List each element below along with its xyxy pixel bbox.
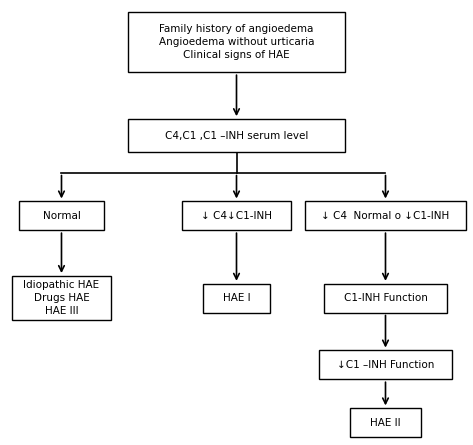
FancyBboxPatch shape bbox=[12, 276, 111, 320]
Text: Idiopathic HAE
Drugs HAE
HAE III: Idiopathic HAE Drugs HAE HAE III bbox=[24, 280, 99, 316]
FancyBboxPatch shape bbox=[319, 351, 452, 379]
Text: HAE II: HAE II bbox=[370, 418, 401, 428]
FancyBboxPatch shape bbox=[203, 284, 270, 312]
Text: ↓ C4  Normal o ↓C1-INH: ↓ C4 Normal o ↓C1-INH bbox=[321, 211, 450, 221]
Text: ↓C1 –INH Function: ↓C1 –INH Function bbox=[337, 360, 434, 370]
Text: ↓ C4↓C1-INH: ↓ C4↓C1-INH bbox=[201, 211, 272, 221]
FancyBboxPatch shape bbox=[128, 12, 345, 72]
Text: Normal: Normal bbox=[43, 211, 80, 221]
FancyBboxPatch shape bbox=[128, 119, 345, 152]
Text: Family history of angioedema
Angioedema without urticaria
Clinical signs of HAE: Family history of angioedema Angioedema … bbox=[159, 24, 314, 61]
FancyBboxPatch shape bbox=[350, 409, 421, 437]
FancyBboxPatch shape bbox=[305, 201, 466, 231]
Text: HAE I: HAE I bbox=[223, 293, 250, 303]
FancyBboxPatch shape bbox=[182, 201, 291, 231]
FancyBboxPatch shape bbox=[19, 201, 104, 231]
Text: C4,C1 ,C1 –INH serum level: C4,C1 ,C1 –INH serum level bbox=[165, 131, 308, 141]
Text: C1-INH Function: C1-INH Function bbox=[343, 293, 428, 303]
FancyBboxPatch shape bbox=[324, 284, 447, 312]
